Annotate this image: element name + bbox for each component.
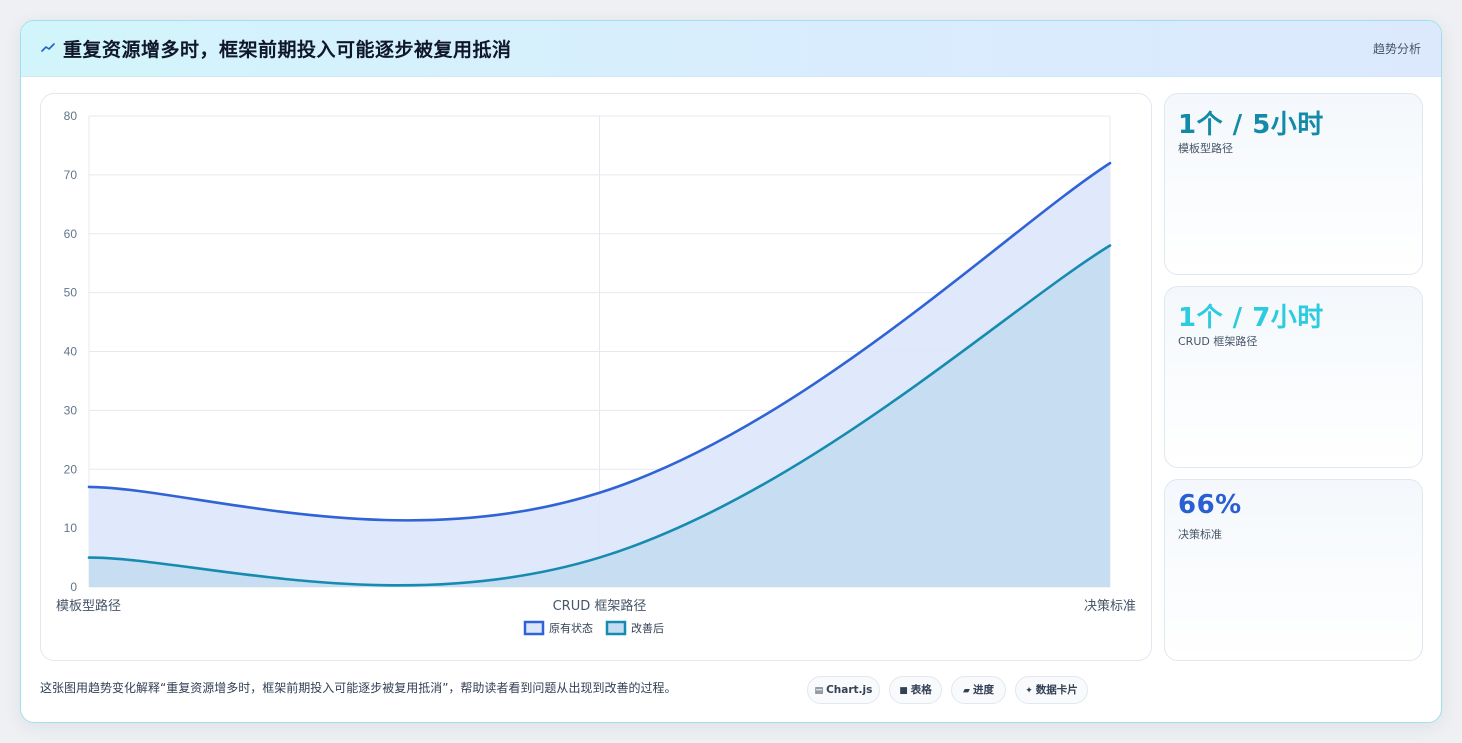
- x-tick-label: 决策标准: [1084, 598, 1136, 614]
- y-tick-label: 20: [64, 462, 78, 476]
- chip-label: 表格: [910, 684, 932, 696]
- stat-value: 1个 / 5小时: [1178, 110, 1324, 140]
- series-area-1: [89, 245, 1110, 587]
- chip-progress[interactable]: ▰ 进度: [951, 676, 1006, 704]
- chart-card: 重复资源增多时，框架前期投入可能逐步被复用抵消 趋势分析 0 10 20 30 40 50…: [20, 20, 1442, 723]
- y-tick-label: 0: [70, 580, 77, 594]
- sparkle-icon: ✦: [1025, 686, 1033, 696]
- chip-data-cards[interactable]: ✦ 数据卡片: [1015, 676, 1088, 704]
- stat-card-1: 1个 / 5小时 模板型路径: [1164, 93, 1423, 275]
- progress-icon: ▰: [963, 686, 970, 696]
- y-tick-label: 60: [64, 227, 78, 241]
- stat-label: 决策标准: [1178, 528, 1222, 541]
- stat-card-2: 1个 / 7小时 CRUD 框架路径: [1164, 286, 1423, 468]
- series-line-1: [87, 244, 1112, 587]
- x-tick-label: CRUD 框架路径: [553, 598, 647, 614]
- stat-label: CRUD 框架路径: [1178, 335, 1258, 348]
- stat-value: 1个 / 7小时: [1178, 303, 1324, 333]
- chip-label: 进度: [972, 684, 994, 696]
- stat-value: 66%: [1178, 490, 1242, 520]
- page-title: 重复资源增多时，框架前期投入可能逐步被复用抵消: [63, 39, 512, 61]
- chart-description: 这张图用趋势变化解释“重复资源增多时，框架前期投入可能逐步被复用抵消”，帮助读者…: [40, 681, 677, 695]
- stat-label: 模板型路径: [1178, 142, 1233, 155]
- legend-label: 改善后: [631, 621, 664, 635]
- series-line-0: [87, 161, 1112, 522]
- y-tick-label: 40: [64, 345, 78, 359]
- legend-swatch: [523, 620, 545, 636]
- stat-card-3: 66% 决策标准: [1164, 479, 1423, 661]
- y-tick-label: 50: [64, 286, 78, 300]
- chart-icon: ▤: [814, 686, 824, 696]
- y-tick-label: 30: [64, 403, 78, 417]
- legend-label: 原有状态: [549, 621, 593, 635]
- y-tick-label: 80: [64, 109, 78, 123]
- y-tick-label: 70: [64, 168, 78, 182]
- y-tick-label: 10: [64, 521, 78, 535]
- chip-chartjs[interactable]: ▤ Chart.js: [807, 676, 880, 704]
- trend-line-icon: [41, 43, 55, 52]
- chart-panel: 0 10 20 30 40 50 60 70 80 模板型路径 CRUD 框架路径 决策标准原有状态 改…: [40, 93, 1152, 661]
- chip-label: 数据卡片: [1035, 684, 1078, 696]
- header-tag: 趋势分析: [1372, 42, 1421, 56]
- chip-label: Chart.js: [826, 684, 873, 696]
- x-tick-label: 模板型路径: [56, 598, 121, 614]
- table-icon: ■: [899, 686, 908, 696]
- chip-table[interactable]: ■ 表格: [889, 676, 942, 704]
- legend-swatch: [605, 620, 627, 636]
- card-header: 重复资源增多时，框架前期投入可能逐步被复用抵消 趋势分析: [21, 21, 1441, 77]
